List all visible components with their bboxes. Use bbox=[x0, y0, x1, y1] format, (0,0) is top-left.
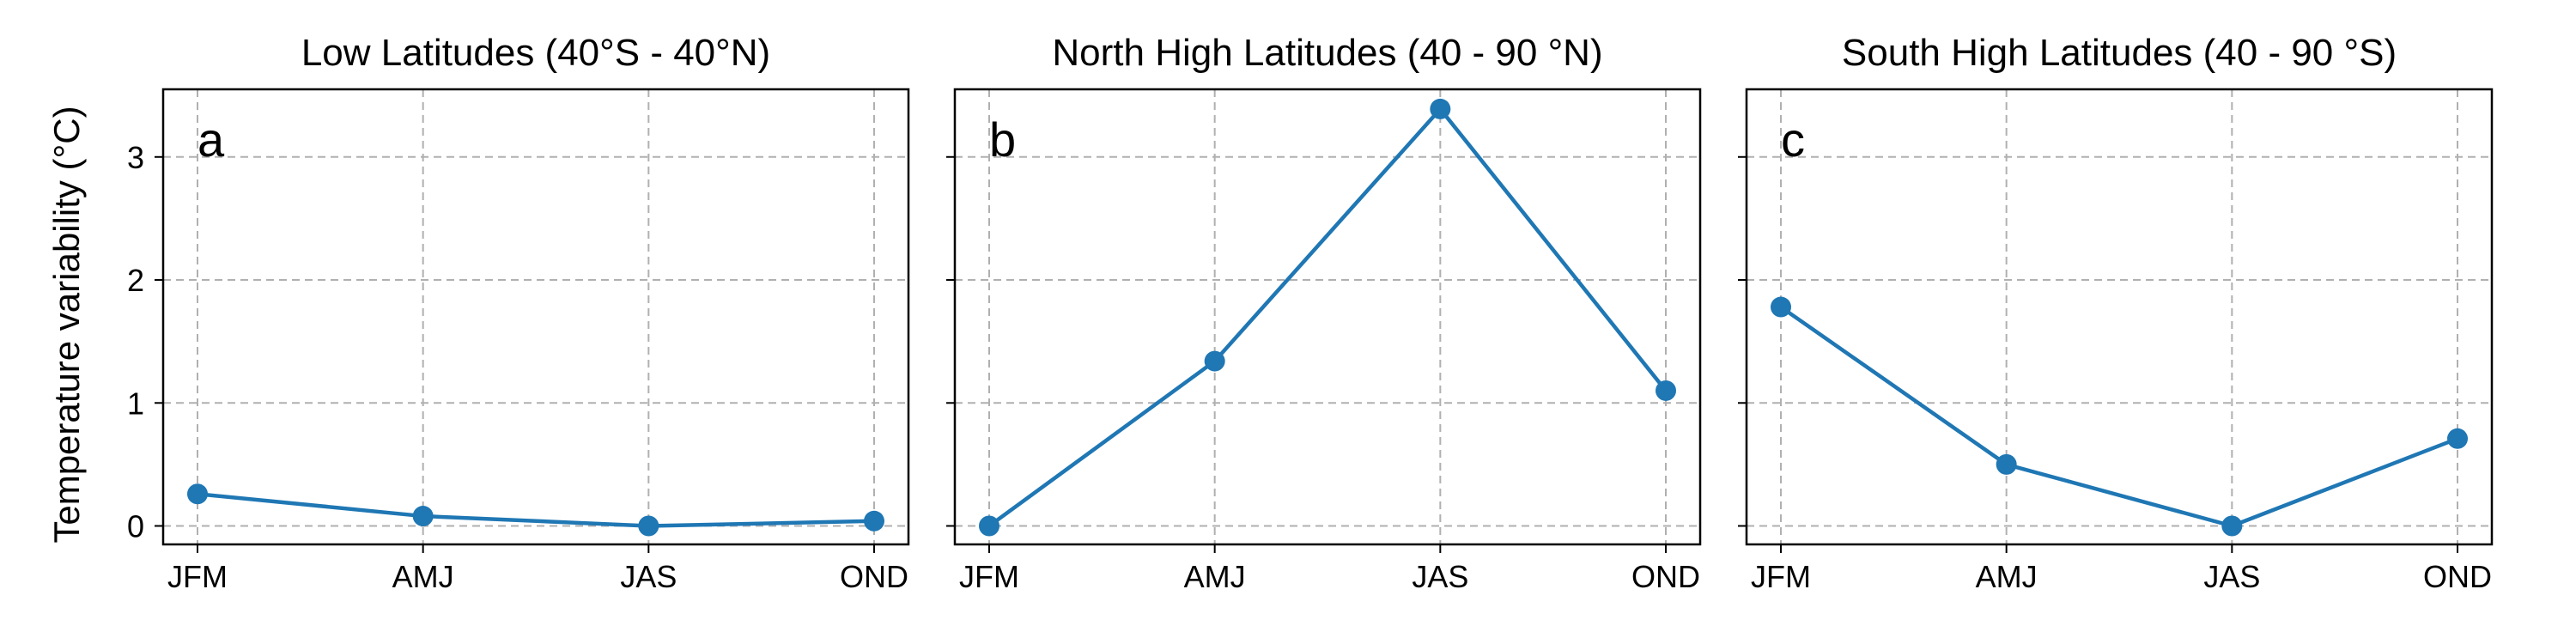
axes-frame bbox=[1745, 88, 2494, 546]
panel-letter: c bbox=[1781, 112, 1805, 167]
series-line bbox=[197, 492, 875, 528]
panel-letter: a bbox=[197, 112, 225, 167]
data-point bbox=[1771, 296, 1791, 318]
y-tick-label: 0 bbox=[127, 509, 144, 544]
y-tick-label: 3 bbox=[127, 140, 144, 175]
x-tick-label: JAS bbox=[1412, 559, 1468, 594]
y-axis-label: Temperature variability (°C) bbox=[46, 106, 87, 543]
y-tick-label: 1 bbox=[127, 386, 144, 421]
x-tick-label: OND bbox=[2423, 559, 2492, 594]
x-tick-label: JAS bbox=[620, 559, 677, 594]
axes-frame bbox=[953, 88, 1702, 546]
series-line bbox=[987, 106, 1668, 528]
x-tick-label: OND bbox=[840, 559, 908, 594]
data-point bbox=[638, 515, 659, 537]
x-tick-label: AMJ bbox=[1976, 559, 2038, 594]
x-tick-label: JFM bbox=[167, 559, 228, 594]
panel-b: JFM AMJ JAS OND North High Latitudes (40 - 9… bbox=[946, 32, 1702, 594]
data-point bbox=[1430, 98, 1451, 119]
data-point bbox=[1996, 453, 2017, 475]
x-tick-label: JFM bbox=[959, 559, 1019, 594]
data-point bbox=[2447, 428, 2468, 449]
panel-title: South High Latitudes (40 - 90 °S) bbox=[1842, 32, 2397, 74]
x-tick-label: OND bbox=[1631, 559, 1700, 594]
panel-a: JFM AMJ JAS OND 0 1 2 3 Low Latitudes (40°S - 40… bbox=[127, 32, 910, 594]
data-point bbox=[979, 515, 999, 537]
axes-frame bbox=[161, 88, 910, 546]
data-point bbox=[412, 506, 434, 527]
y-tick-label: 2 bbox=[127, 263, 144, 298]
x-tick-label: AMJ bbox=[392, 559, 454, 594]
data-point bbox=[2221, 515, 2243, 537]
panel-title: North High Latitudes (40 - 90 °N) bbox=[1052, 32, 1602, 74]
panel-title: Low Latitudes (40°S - 40°N) bbox=[301, 32, 770, 74]
data-point bbox=[187, 483, 208, 505]
data-point bbox=[1204, 350, 1225, 372]
panel-c: JFM AMJ JAS OND South High Latitudes (40 - 9… bbox=[1738, 32, 2494, 594]
series-line bbox=[1779, 305, 2458, 528]
x-tick-label: JFM bbox=[1751, 559, 1811, 594]
x-tick-label: AMJ bbox=[1184, 559, 1246, 594]
data-point bbox=[864, 510, 884, 532]
data-point bbox=[1656, 380, 1676, 401]
panel-letter: b bbox=[989, 112, 1016, 167]
x-tick-label: JAS bbox=[2203, 559, 2260, 594]
